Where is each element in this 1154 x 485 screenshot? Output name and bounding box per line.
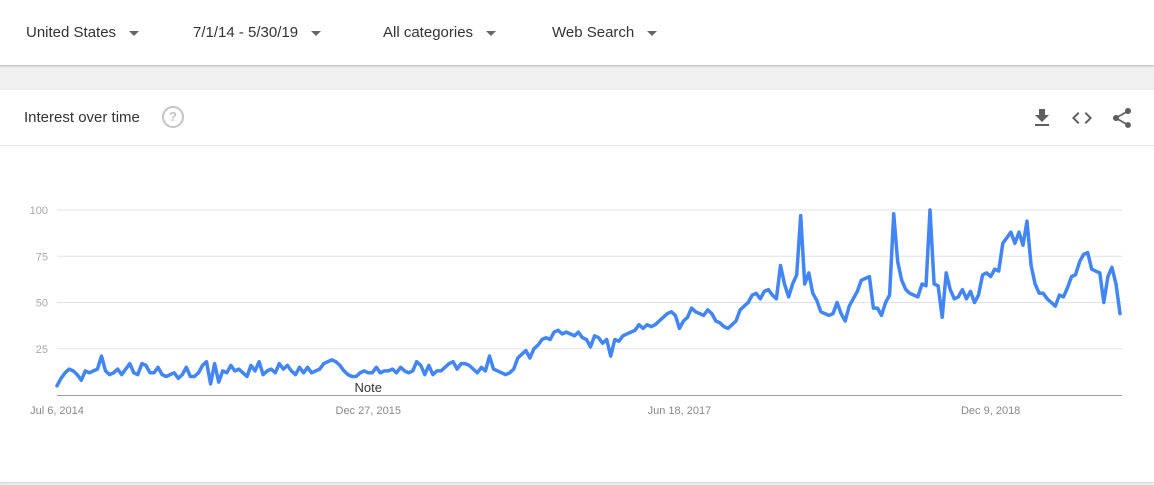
x-tick-label: Dec 9, 2018 bbox=[961, 405, 1020, 417]
category-filter[interactable]: All categories bbox=[383, 0, 497, 65]
card-header: Interest over time ? bbox=[0, 90, 1154, 146]
interest-over-time-card: Interest over time ? 25 50 75 100 Jul 6, 201… bbox=[0, 90, 1154, 482]
caret-down-icon bbox=[647, 30, 658, 36]
x-tick-label: Jun 18, 2017 bbox=[648, 405, 712, 417]
question-circle-icon[interactable]: ? bbox=[162, 106, 184, 128]
caret-down-icon bbox=[129, 30, 140, 36]
card-title: Interest over time bbox=[24, 109, 140, 126]
search-type-filter[interactable]: Web Search bbox=[552, 0, 658, 65]
y-tick-label: 50 bbox=[36, 298, 48, 310]
region-filter[interactable]: United States bbox=[26, 0, 140, 65]
series-line bbox=[55, 208, 1122, 388]
share-icon[interactable] bbox=[1110, 106, 1134, 130]
region-filter-label: United States bbox=[26, 24, 117, 41]
search-type-filter-label: Web Search bbox=[552, 24, 635, 41]
download-icon[interactable] bbox=[1030, 106, 1054, 130]
y-tick-label: 25 bbox=[36, 344, 48, 356]
y-tick-label: 100 bbox=[30, 205, 48, 217]
interest-line-chart: 25 50 75 100 Jul 6, 2014 Dec 27, 2015 Jun 18, … bbox=[30, 205, 1122, 417]
filter-bar: United States 7/1/14 - 5/30/19 All categ… bbox=[0, 0, 1154, 66]
date-range-filter[interactable]: 7/1/14 - 5/30/19 bbox=[193, 0, 322, 65]
embed-code-icon[interactable] bbox=[1070, 106, 1094, 130]
date-range-filter-label: 7/1/14 - 5/30/19 bbox=[193, 24, 299, 41]
caret-down-icon bbox=[311, 30, 322, 36]
category-filter-label: All categories bbox=[383, 24, 474, 41]
note-annotation: Note bbox=[354, 380, 381, 395]
caret-down-icon bbox=[486, 30, 497, 36]
x-tick-label: Dec 27, 2015 bbox=[336, 405, 401, 417]
x-tick-label: Jul 6, 2014 bbox=[30, 405, 84, 417]
y-tick-label: 75 bbox=[36, 251, 48, 263]
